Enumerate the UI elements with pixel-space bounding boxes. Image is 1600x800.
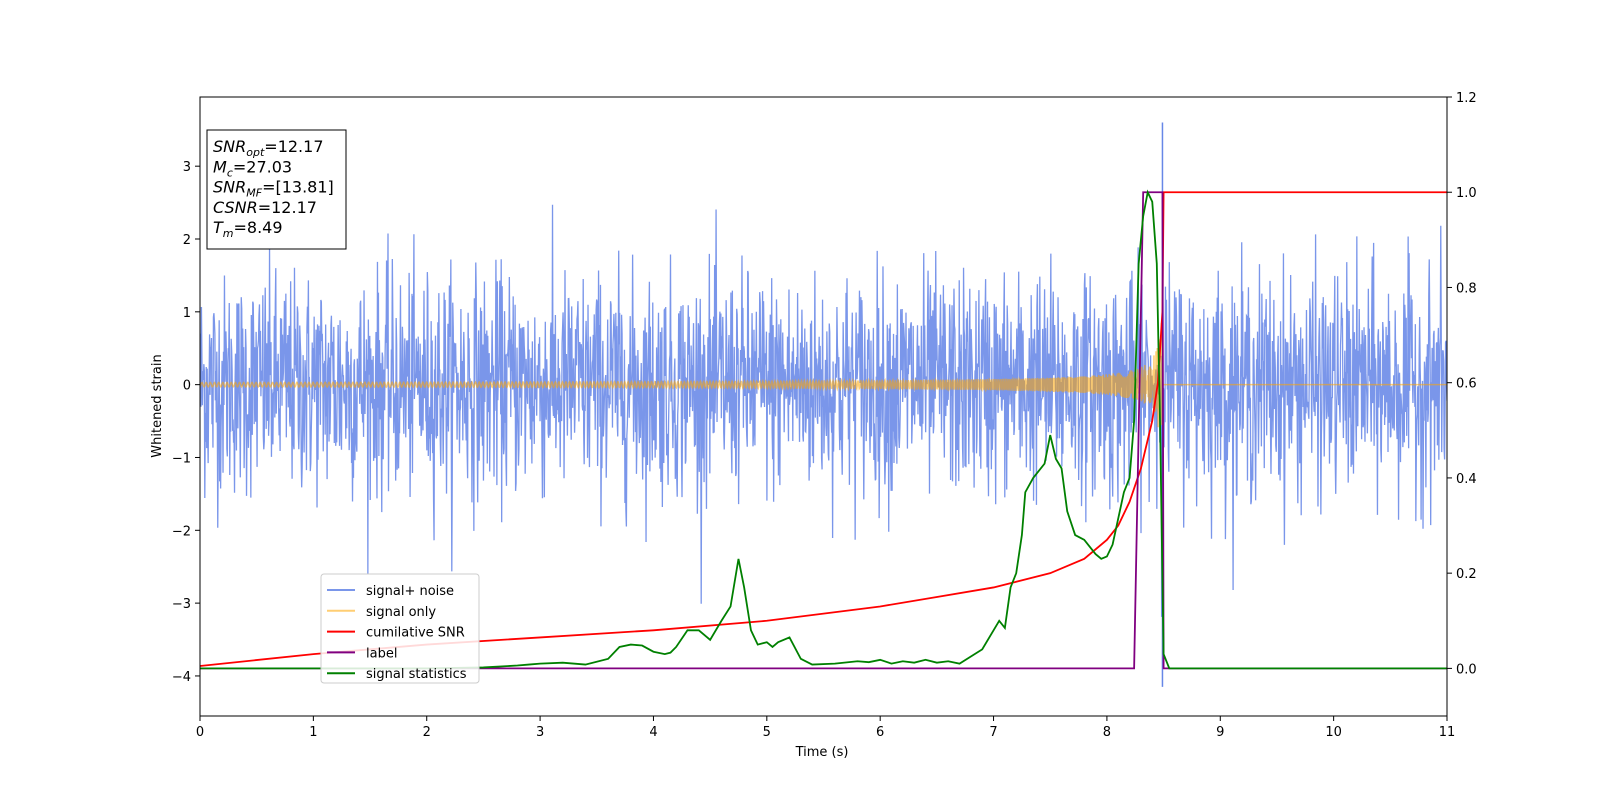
y-right-tick-label: 0.4 [1456, 472, 1477, 487]
y-left-tick-label: −1 [172, 451, 191, 466]
info-line: Tm=8.49 [213, 218, 283, 240]
series-line-signal-only [200, 321, 1447, 428]
legend-label-cumilative-snr: cumilative SNR [366, 626, 465, 641]
series-signal-only [200, 321, 1447, 428]
y-left-tick-label: −3 [172, 597, 191, 612]
x-axis-title: Time (s) [795, 745, 849, 760]
legend: signal+ noise signal only cumilative SNR la… [320, 573, 480, 684]
series-line-cumilative-snr [200, 191, 1447, 667]
legend-label-signal-only: signal only [366, 605, 436, 620]
y-left-tick-label: 2 [183, 233, 191, 248]
plot-frame [199, 96, 1448, 717]
y-left-tick-label: −2 [172, 524, 191, 539]
x-tick-label: 6 [876, 725, 884, 740]
x-tick-label: 8 [1103, 725, 1111, 740]
legend-label-signal-plus-noise: signal+ noise [366, 584, 454, 599]
y-left-tick-label: 0 [183, 379, 191, 394]
y-axis-title: Whitened strain [150, 354, 165, 457]
y-right-tick-label: 1.2 [1456, 91, 1477, 106]
y-right-tick-label: 1.0 [1456, 186, 1477, 201]
x-tick-label: 1 [309, 725, 317, 740]
info-box: SNRopt=12.17Mc=27.03SNRMF=[13.81]CSNR=12… [206, 129, 347, 250]
right-axis-series [200, 189, 1447, 670]
x-tick-label: 3 [536, 725, 544, 740]
x-tick-label: 11 [1439, 725, 1456, 740]
y-right-tick-label: 0.2 [1456, 567, 1477, 582]
x-tick-label: 7 [989, 725, 997, 740]
plot-area [200, 122, 1447, 687]
legend-label-label: label [366, 646, 397, 661]
y-axis-right: 0.0 0.2 0.4 0.6 0.8 1.0 1.2 [1447, 91, 1477, 677]
x-tick-label: 0 [196, 725, 204, 740]
x-tick-label: 2 [423, 725, 431, 740]
y-right-tick-label: 0.6 [1456, 377, 1477, 392]
info-line: CSNR=12.17 [213, 198, 317, 217]
legend-label-signal-statistics: signal statistics [366, 667, 467, 682]
info-line: SNRopt=12.17 [213, 137, 324, 159]
series-line-signal-statistics [200, 189, 1447, 670]
x-tick-label: 9 [1216, 725, 1224, 740]
x-axis: 0 1 2 3 4 5 6 7 8 9 10 11 [196, 716, 1455, 740]
x-tick-label: 4 [649, 725, 657, 740]
x-tick-label: 10 [1325, 725, 1342, 740]
y-left-tick-label: 3 [183, 160, 191, 175]
series-line-signal-plus-noise [200, 204, 1447, 617]
y-right-tick-label: 0.8 [1456, 281, 1477, 296]
y-left-tick-label: −4 [172, 670, 191, 685]
y-left-tick-label: 1 [183, 306, 191, 321]
info-line: SNRMF=[13.81] [213, 178, 334, 200]
info-line: Mc=27.03 [213, 157, 292, 179]
x-tick-label: 5 [763, 725, 771, 740]
y-axis-left: −4 −3 −2 −1 0 1 2 3 [172, 160, 200, 685]
y-right-tick-label: 0.0 [1456, 662, 1477, 677]
